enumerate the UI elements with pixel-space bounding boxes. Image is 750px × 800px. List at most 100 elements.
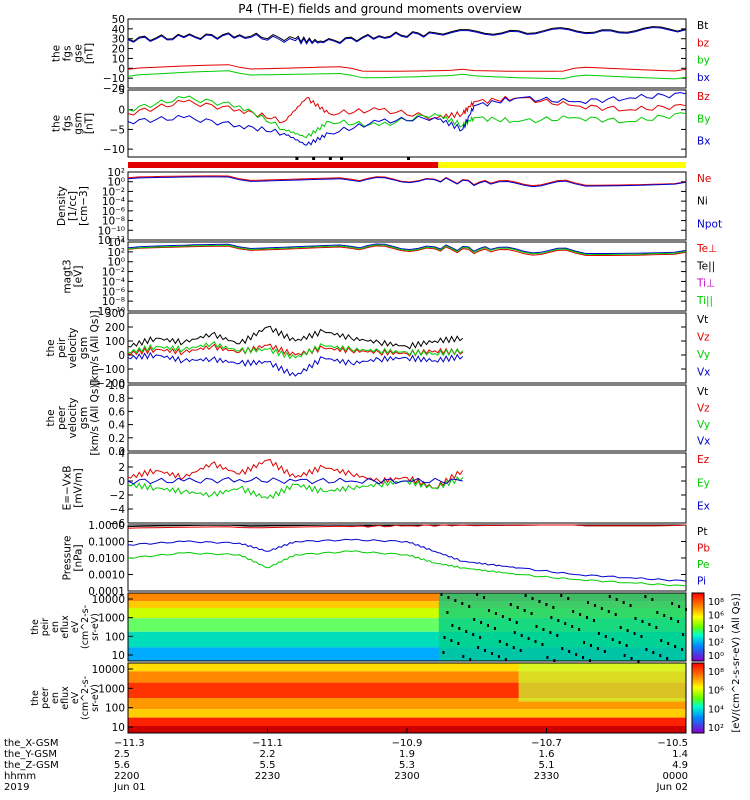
y-axis-label-line: en <box>50 621 61 633</box>
sparse-dot <box>656 611 659 614</box>
sparse-dot <box>512 646 515 649</box>
y-tick-label: 100 <box>105 703 125 715</box>
series-line-Pe <box>127 550 687 587</box>
sparse-dot <box>515 621 518 624</box>
sparse-dot <box>443 636 446 639</box>
sparse-dot <box>490 652 493 655</box>
y-tick-label: −10 <box>103 144 125 156</box>
sparse-dot <box>530 612 533 615</box>
sparse-dot <box>552 606 555 609</box>
band <box>128 698 686 710</box>
y-tick-label: 10⁻⁶ <box>102 286 125 298</box>
sparse-dot <box>651 598 654 601</box>
colorbars: 10⁸ 10⁶ 10⁴ 10² 10⁰ 10⁸ 10⁶ 10⁴ 10² [eV/(cm^2-s-s… <box>691 592 742 734</box>
sparse-dot <box>625 644 628 647</box>
y-axis-label-line: [nT] <box>84 43 96 64</box>
sparse-dot <box>472 633 475 636</box>
sparse-dot <box>660 639 663 642</box>
y-axis-label-line: [km/s (All Qs)] <box>89 310 101 385</box>
y-tick-label: 0.0010 <box>88 570 125 582</box>
series-line-Vt <box>127 325 464 350</box>
y-tick-label: 10⁻¹⁰ <box>98 306 125 318</box>
legend-entry: Npot <box>697 218 722 230</box>
y-axis-label-line: magt3 <box>62 259 74 293</box>
y-axis-label-line: the <box>30 690 41 706</box>
legend-entry: Vx <box>697 436 710 448</box>
y-axis-label-line: E=−VxB <box>62 466 74 511</box>
series-line-Ez <box>127 459 464 489</box>
sparse-dot <box>476 593 479 596</box>
sparse-dot <box>611 638 614 641</box>
sparse-dot <box>603 650 606 653</box>
colorbar-label: [eV/(cm^2-s-sr-eV) (All Qs)] <box>731 593 742 732</box>
sparse-dot <box>488 609 490 612</box>
y-axis-label-line: fgs <box>62 46 74 62</box>
colorbar-tick: 10⁸ <box>708 597 724 608</box>
sparse-dot <box>640 635 643 638</box>
y-tick-label: 0 <box>118 350 125 362</box>
y-axis-label-line: (cm^2-s- <box>80 605 91 649</box>
series-line-Bt <box>127 26 687 44</box>
y-axis-label: thefgsgse[nT] <box>51 43 96 64</box>
sparse-dot <box>498 640 501 643</box>
sparse-dot <box>571 625 574 628</box>
series-line-Pi <box>127 538 687 582</box>
y-tick-label: 0 <box>118 105 125 117</box>
legend-entry: Vt <box>697 314 708 326</box>
x-row-value: −11.1 <box>252 738 283 749</box>
y-tick-label: 0.4 <box>108 420 125 432</box>
series-line-bz <box>127 64 687 72</box>
x-row-value: 0000 <box>663 771 688 782</box>
y-tick-label: 10⁻⁴ <box>102 276 125 288</box>
sparse-dot <box>480 621 483 624</box>
sparse-dot <box>666 657 669 660</box>
sparse-dot <box>484 649 487 652</box>
legend-entry: Te⊥ <box>696 243 717 255</box>
x-row-value: 5.6 <box>114 760 130 771</box>
legend-entry: Vx <box>697 367 710 379</box>
sparse-dot <box>442 651 445 654</box>
sparse-dot <box>535 625 538 628</box>
panel-pressure: 1.00000.10000.01000.00100.0001Pressure[n… <box>62 520 711 598</box>
sparse-dot <box>468 605 471 608</box>
status-marker <box>340 157 344 160</box>
sparse-dot <box>509 603 512 606</box>
colorbar-tick: 10⁶ <box>708 611 724 622</box>
y-axis-label-line: peer <box>40 687 51 709</box>
sparse-dot <box>567 597 570 600</box>
panel-frame <box>127 592 687 662</box>
colorbar-tick: 10⁴ <box>708 704 724 715</box>
sparse-dot <box>461 602 464 605</box>
sparse-dot <box>682 633 685 636</box>
panel-efield: 4 2 0 −2 −4 −6 E=−VxB[mV/m] Ez Ey Ex <box>62 448 710 530</box>
y-tick-label: 0.8 <box>108 393 125 405</box>
y-axis-label: thepeirenefluxeV(cm^2-s-sr-eV) <box>30 605 101 649</box>
x-row-value: 2330 <box>534 771 559 782</box>
y-axis-label-line: the <box>45 339 57 356</box>
sparse-dot <box>493 627 496 630</box>
y-tick-label: 10⁴ <box>107 237 125 249</box>
y-axis-label-line: peir <box>56 337 68 358</box>
status-marker <box>328 157 332 160</box>
sparse-dot <box>572 610 575 613</box>
status-marker <box>295 157 299 160</box>
x-row-label: the_X-GSM <box>4 738 58 749</box>
x-row-value: 1.9 <box>399 749 415 760</box>
legend-entry: Pi <box>697 576 706 588</box>
y-axis-label-line: gsm <box>73 112 85 134</box>
legend-entry: Pt <box>697 526 707 538</box>
sparse-dot <box>524 594 527 597</box>
y-tick-label: 10000 <box>92 664 125 676</box>
y-axis-label: magt3[eV] <box>62 259 85 293</box>
colorbar-1 <box>691 592 705 662</box>
band <box>128 601 686 608</box>
x-row-value: Jun 01 <box>113 782 146 793</box>
band <box>128 663 686 672</box>
sparse-dot <box>487 624 490 627</box>
sparse-dot <box>513 631 516 634</box>
series-line-Bx <box>127 92 687 146</box>
sparse-dot <box>520 634 523 637</box>
y-axis-label-line: eV <box>70 691 81 704</box>
series-line-Pb <box>127 524 687 529</box>
y-tick-label: 10⁻² <box>102 186 125 198</box>
